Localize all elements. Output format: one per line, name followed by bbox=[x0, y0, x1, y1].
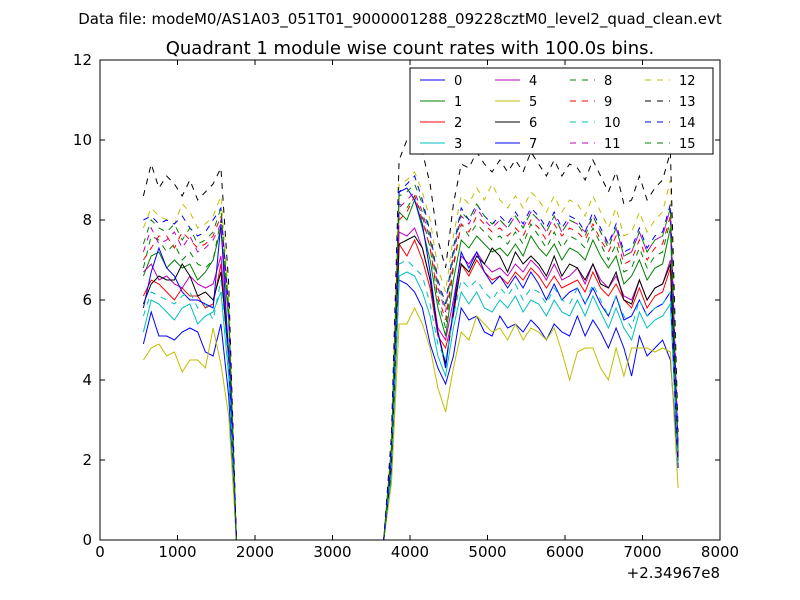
legend-label-3: 3 bbox=[454, 137, 462, 152]
chart-title: Quadrant 1 module wise count rates with … bbox=[166, 38, 655, 59]
x-offset-label: +2.34967e8 bbox=[627, 564, 720, 582]
series-line-11 bbox=[142, 191, 679, 541]
legend-label-9: 9 bbox=[604, 95, 612, 110]
series-line-3 bbox=[142, 271, 679, 541]
legend-label-2: 2 bbox=[454, 116, 462, 131]
x-tick-label: 5000 bbox=[468, 543, 506, 561]
legend-box bbox=[409, 67, 714, 155]
legend-label-1: 1 bbox=[454, 95, 462, 110]
legend-label-4: 4 bbox=[529, 74, 537, 89]
legend-label-6: 6 bbox=[529, 116, 537, 131]
legend-label-14: 14 bbox=[679, 116, 696, 131]
x-tick-label: 4000 bbox=[391, 543, 429, 561]
legend-label-8: 8 bbox=[604, 74, 612, 89]
legend-label-12: 12 bbox=[679, 74, 696, 89]
legend-label-11: 11 bbox=[604, 137, 621, 152]
y-tick-label: 4 bbox=[82, 371, 92, 389]
series-group bbox=[142, 131, 679, 541]
series-line-5 bbox=[142, 306, 679, 541]
y-tick-label: 2 bbox=[82, 451, 92, 469]
x-tick-label: 8000 bbox=[701, 543, 739, 561]
legend-label-10: 10 bbox=[604, 116, 621, 131]
legend-label-5: 5 bbox=[529, 95, 537, 110]
x-tick-label: 0 bbox=[95, 543, 105, 561]
x-tick-label: 6000 bbox=[546, 543, 584, 561]
legend-label-13: 13 bbox=[679, 95, 696, 110]
legend-label-15: 15 bbox=[679, 137, 696, 152]
legend-label-0: 0 bbox=[454, 74, 462, 89]
y-tick-label: 6 bbox=[82, 291, 92, 309]
legend-label-7: 7 bbox=[529, 137, 537, 152]
y-tick-label: 8 bbox=[82, 211, 92, 229]
ticks: 0 1000 2000 3000 4000 5000 6000 7000 80000246810… bbox=[73, 51, 739, 561]
x-tick-label: 3000 bbox=[313, 543, 351, 561]
y-tick-label: 12 bbox=[73, 51, 92, 69]
series-line-12 bbox=[142, 171, 679, 541]
series-line-1 bbox=[142, 198, 679, 541]
x-tick-label: 2000 bbox=[236, 543, 274, 561]
chart-suptitle: Data file: modeM0/AS1A03_051T01_90000012… bbox=[78, 10, 722, 29]
series-line-15 bbox=[142, 183, 679, 541]
x-tick-label: 1000 bbox=[158, 543, 196, 561]
series-line-14 bbox=[143, 175, 679, 541]
x-tick-label: 7000 bbox=[623, 543, 661, 561]
series-line-8 bbox=[142, 194, 679, 541]
y-tick-label: 0 bbox=[82, 531, 92, 549]
series-line-10 bbox=[142, 259, 679, 541]
y-tick-label: 10 bbox=[73, 131, 92, 149]
